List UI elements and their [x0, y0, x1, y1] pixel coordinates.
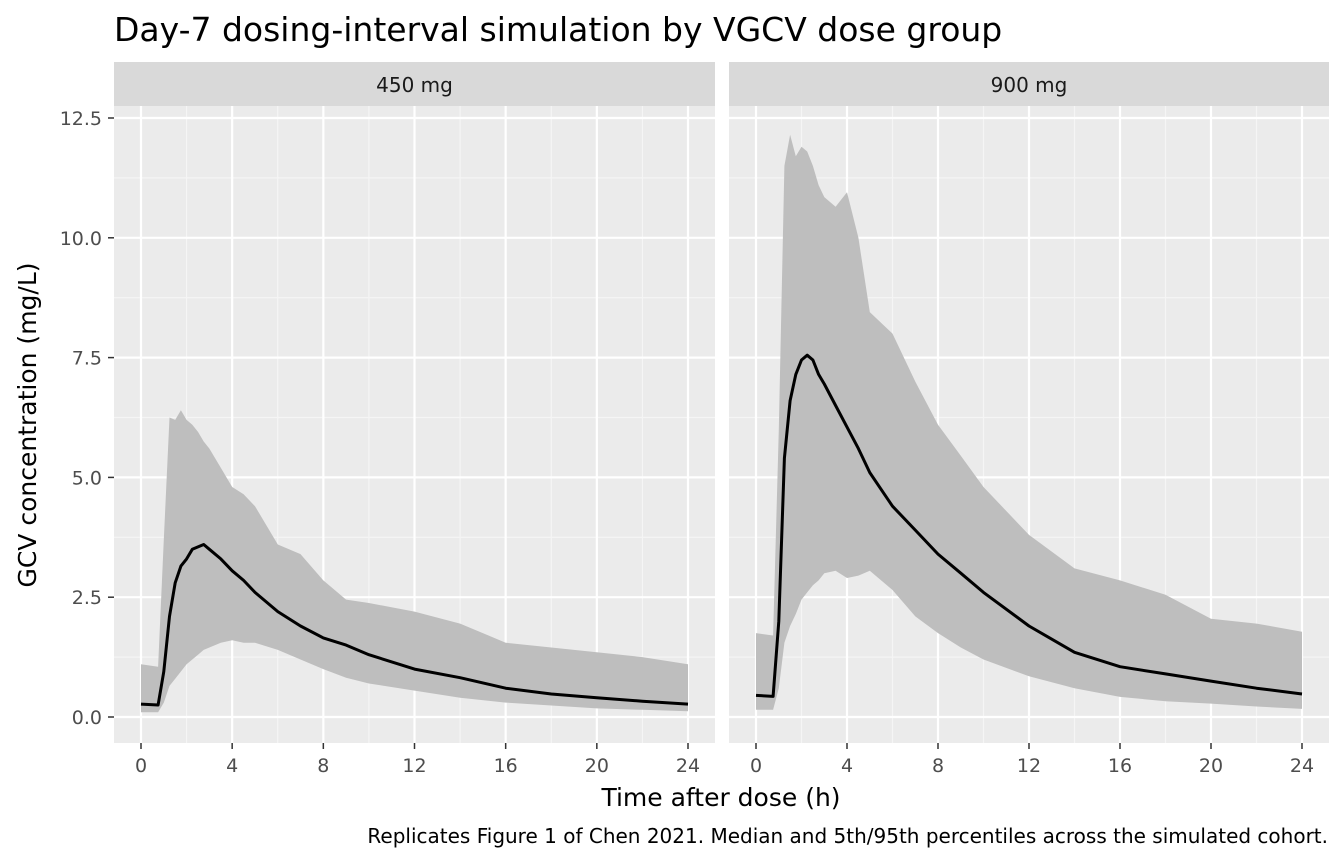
- facet-panel: 450 mg: [114, 62, 715, 743]
- y-axis-title: GCV concentration (mg/L): [13, 262, 42, 587]
- y-tick-label: 7.5: [72, 348, 102, 370]
- x-tick-label: 16: [494, 755, 518, 777]
- y-tick-label: 10.0: [60, 228, 102, 250]
- median-line: [140, 543, 689, 707]
- x-tick-label: 8: [932, 755, 944, 777]
- x-tick-label: 24: [676, 755, 700, 777]
- x-tick-label: 0: [750, 755, 762, 777]
- x-tick-label: 12: [402, 755, 426, 777]
- facets-group: 450 mg 900 mg: [114, 62, 1329, 743]
- x-tick-label: 20: [1199, 755, 1223, 777]
- chart-title: Day-7 dosing-interval simulation by VGCV…: [114, 10, 1002, 49]
- chart-caption: Replicates Figure 1 of Chen 2021. Median…: [367, 824, 1328, 848]
- percentile-ribbon: [756, 134, 1302, 710]
- facet-strip-label: 900 mg: [991, 73, 1068, 97]
- x-tick-label: 4: [226, 755, 238, 777]
- facet-panel: 900 mg: [729, 62, 1329, 743]
- x-tick-label: 12: [1017, 755, 1041, 777]
- y-tick-label: 5.0: [72, 467, 102, 489]
- facet-strip: [729, 62, 1329, 106]
- x-tick-label: 0: [135, 755, 147, 777]
- percentile-ribbon: [141, 410, 688, 713]
- y-tick-label: 12.5: [60, 108, 102, 130]
- y-tick-label: 0.0: [72, 707, 102, 729]
- y-axis: 0.0 2.5 5.0 7.5 10.0 12.5: [60, 108, 114, 729]
- x-tick-label: 4: [841, 755, 853, 777]
- median-line: [755, 353, 1303, 698]
- facet-strip-label: 450 mg: [376, 73, 453, 97]
- x-tick-label: 24: [1290, 755, 1314, 777]
- x-tick-label: 20: [585, 755, 609, 777]
- x-axes: 0 4 8 12 16 20 24 0 4 8 12 16 20 24: [135, 743, 1314, 777]
- x-tick-label: 16: [1108, 755, 1132, 777]
- x-axis-title: Time after dose (h): [600, 783, 840, 812]
- facet-strip: [114, 62, 715, 106]
- y-tick-label: 2.5: [72, 587, 102, 609]
- x-tick-label: 8: [317, 755, 329, 777]
